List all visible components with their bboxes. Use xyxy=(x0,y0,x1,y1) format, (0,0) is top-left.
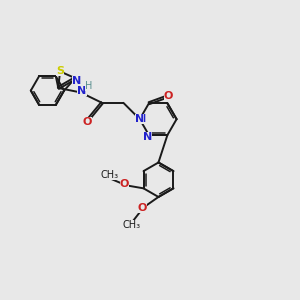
Text: O: O xyxy=(119,179,129,189)
Text: O: O xyxy=(137,203,147,213)
Text: O: O xyxy=(82,117,92,127)
Text: CH₃: CH₃ xyxy=(123,220,141,230)
Text: S: S xyxy=(56,65,64,76)
Text: O: O xyxy=(164,91,173,101)
Text: N: N xyxy=(134,114,144,124)
Text: N: N xyxy=(77,86,87,96)
Text: N: N xyxy=(143,132,152,142)
Text: N: N xyxy=(71,76,81,85)
Text: H: H xyxy=(85,81,93,91)
Text: CH₃: CH₃ xyxy=(100,170,118,180)
Text: N: N xyxy=(136,114,146,124)
